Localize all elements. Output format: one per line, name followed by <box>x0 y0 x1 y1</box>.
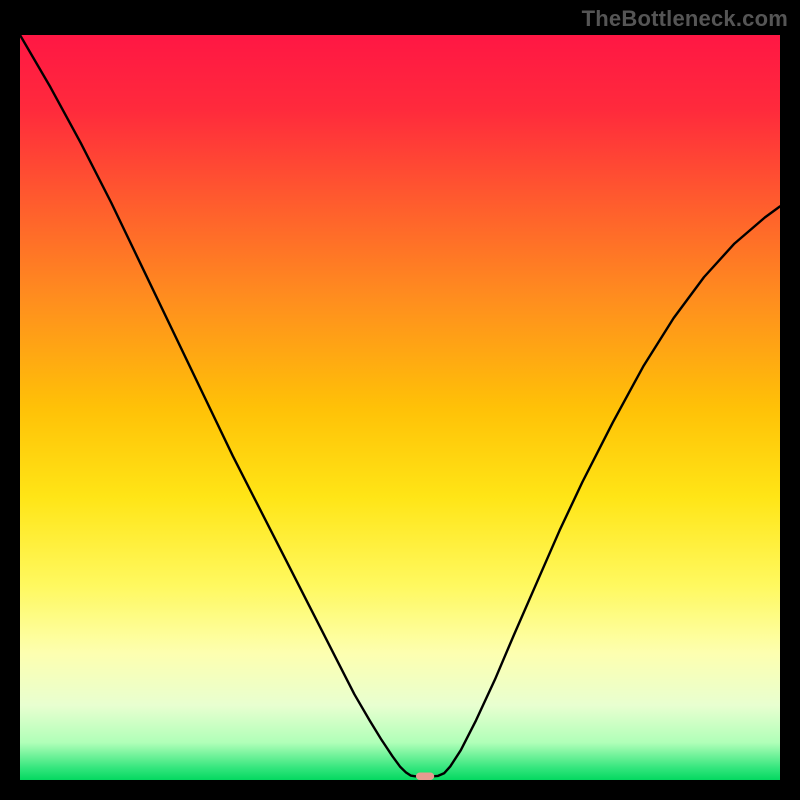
chart-frame: TheBottleneck.com <box>0 0 800 800</box>
optimal-point-marker <box>416 773 434 780</box>
watermark-label: TheBottleneck.com <box>582 6 788 32</box>
plot-svg <box>20 35 780 780</box>
bottleneck-plot <box>20 35 780 780</box>
gradient-background <box>20 35 780 780</box>
